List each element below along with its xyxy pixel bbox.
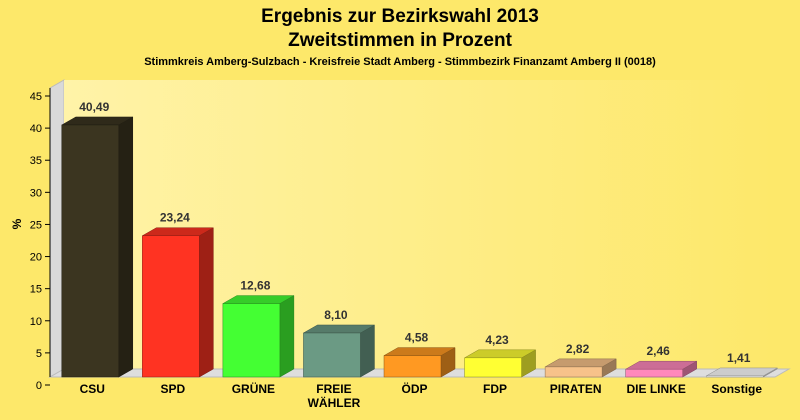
- x-tick-label: FDP: [483, 382, 507, 396]
- bar-side: [360, 324, 375, 378]
- x-tick-label: PIRATEN: [550, 382, 602, 396]
- data-label: 2,82: [566, 342, 590, 356]
- data-label: 23,24: [160, 211, 190, 225]
- x-tick-label: SPD: [160, 382, 185, 396]
- data-label: 4,58: [405, 331, 429, 345]
- chart-subtitle: Stimmkreis Amberg-Sulzbach - Kreisfreie …: [144, 56, 656, 68]
- y-tick-label: 10: [30, 316, 42, 328]
- bar-front: [222, 303, 281, 378]
- bar-side: [199, 227, 214, 378]
- y-tick-label: 35: [30, 155, 42, 167]
- x-tick-label: FREIE: [316, 382, 351, 396]
- x-tick-label: CSU: [80, 382, 105, 396]
- bar: [302, 324, 376, 378]
- data-label: 8,10: [324, 308, 348, 322]
- data-label: 40,49: [79, 100, 109, 114]
- data-label: 4,23: [485, 333, 509, 347]
- y-tick-label: 30: [30, 187, 42, 199]
- x-tick-label: Sonstige: [711, 382, 762, 396]
- bar: [141, 227, 215, 378]
- y-tick-label: 0: [36, 380, 42, 392]
- chart-title-line2: Zweitstimmen in Prozent: [288, 30, 512, 51]
- x-tick-label: WÄHLER: [308, 395, 361, 410]
- bars: 40,49 23,24 12,68 8,10 4,58 4,23 2,82 2,46 1,41: [60, 100, 779, 378]
- bar-side: [279, 295, 295, 378]
- y-tick-label: 25: [30, 219, 42, 231]
- bar-side: [118, 116, 134, 378]
- bar: [463, 349, 537, 378]
- y-axis: 0 5 10 15 20 25 30 35 40 45: [30, 88, 51, 392]
- bar: [544, 358, 618, 378]
- bar-front: [544, 366, 603, 378]
- bar-front: [464, 357, 522, 378]
- y-tick-label: 15: [30, 284, 42, 296]
- chart-title: Ergebnis zur Bezirkswahl 2013: [261, 6, 539, 27]
- bar-front: [625, 368, 683, 378]
- y-tick-label: 5: [36, 348, 42, 360]
- y-tick-label: 45: [30, 91, 42, 103]
- y-tick-label: 20: [30, 252, 42, 264]
- bar: [624, 360, 698, 378]
- bar-front: [303, 332, 361, 378]
- bar-front: [61, 124, 120, 378]
- x-tick-label: GRÜNE: [232, 381, 275, 396]
- bar: [221, 295, 295, 378]
- x-tick-label: ÖDP: [401, 381, 427, 396]
- y-tick-label: 40: [30, 123, 42, 135]
- data-label: 12,68: [240, 279, 270, 293]
- y-axis-title: %: [10, 218, 24, 229]
- bar: [383, 347, 456, 378]
- bar-front: [142, 235, 200, 378]
- bar: [60, 116, 134, 378]
- bar-front: [705, 375, 764, 378]
- bar-front: [383, 355, 442, 378]
- bar: [705, 367, 779, 378]
- data-label: 1,41: [727, 351, 751, 365]
- data-label: 2,46: [646, 344, 670, 358]
- x-tick-label: DIE LINKE: [626, 382, 685, 396]
